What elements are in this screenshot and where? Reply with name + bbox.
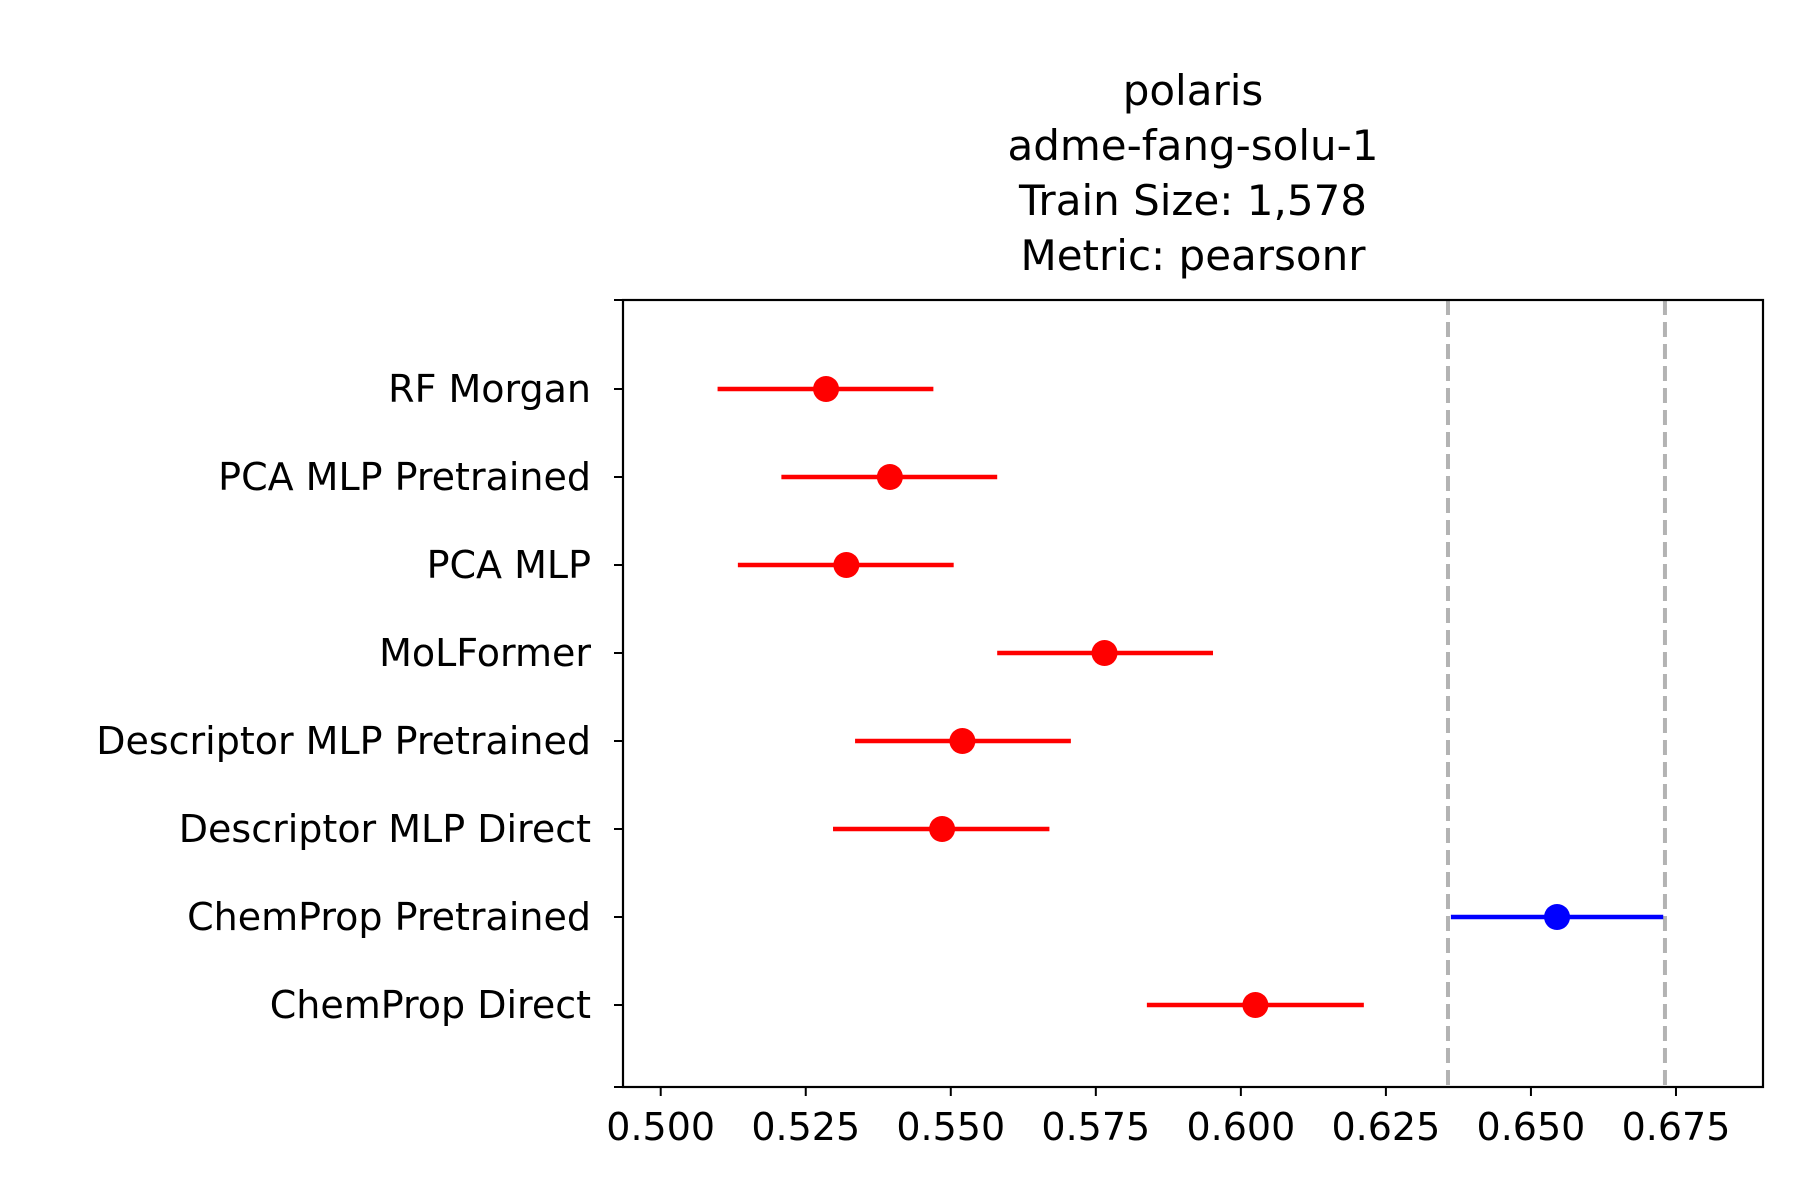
plot-frame — [621, 298, 1765, 1089]
y-tick-label: ChemProp Direct — [270, 983, 591, 1027]
x-tick-label: 0.650 — [1477, 1105, 1586, 1149]
data-point — [929, 816, 956, 842]
error-bars — [717, 376, 1664, 1018]
data-point — [949, 728, 976, 754]
reference-lines — [1445, 300, 1667, 1087]
data-point — [813, 376, 840, 402]
y-tick-label: Descriptor MLP Direct — [179, 807, 591, 851]
x-tick-label: 0.575 — [1041, 1105, 1150, 1149]
y-tick-label: Descriptor MLP Pretrained — [96, 719, 591, 763]
y-tick-label: RF Morgan — [388, 367, 591, 411]
x-tick-label: 0.625 — [1332, 1105, 1441, 1149]
y-tick-label: PCA MLP Pretrained — [218, 455, 591, 499]
x-tick-label: 0.525 — [751, 1105, 860, 1149]
x-tick-label: 0.675 — [1622, 1105, 1731, 1149]
y-tick-label: MoLFormer — [379, 631, 591, 675]
data-point — [1544, 904, 1571, 930]
data-point — [876, 464, 903, 490]
title-line: Train Size: 1,578 — [1018, 176, 1367, 225]
data-point — [833, 552, 860, 578]
x-tick-label: 0.600 — [1186, 1105, 1295, 1149]
title-line: polaris — [1123, 66, 1264, 115]
axes: RF Morgan PCA MLP Pretrained PCA MLP MoLFor… — [96, 298, 1765, 1149]
title-line: Metric: pearsonr — [1020, 231, 1366, 280]
x-tick-label: 0.500 — [606, 1105, 715, 1149]
y-tick-label: ChemProp Pretrained — [187, 895, 591, 939]
x-tick-label: 0.550 — [896, 1105, 1005, 1149]
data-point — [1242, 992, 1269, 1018]
y-tick-label: PCA MLP — [427, 543, 591, 587]
data-point — [1091, 640, 1118, 666]
chart-title: polaris adme-fang-solu-1 Train Size: 1,578… — [1007, 66, 1378, 280]
title-line: adme-fang-solu-1 — [1007, 121, 1378, 170]
